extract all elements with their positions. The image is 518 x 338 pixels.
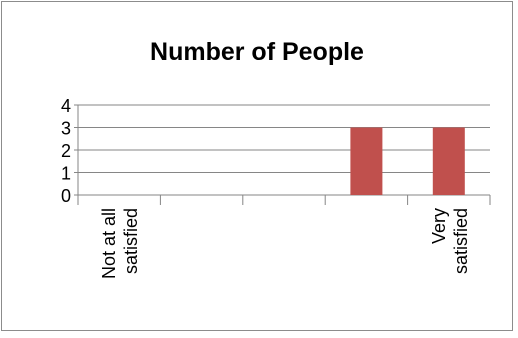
x-category-label: Not at all bbox=[99, 208, 119, 279]
bar-4 bbox=[432, 127, 465, 195]
y-tick-label: 4 bbox=[61, 96, 71, 116]
y-tick-label: 0 bbox=[61, 186, 71, 206]
x-category-label: satisfied bbox=[451, 208, 471, 274]
y-tick-label: 2 bbox=[61, 141, 71, 161]
x-category-label: Very bbox=[429, 208, 449, 244]
chart-frame: Number of People 0 1 2 3 4 Not at all satisfie… bbox=[1, 1, 513, 331]
y-tick-label: 3 bbox=[61, 119, 71, 139]
bar-3 bbox=[350, 127, 383, 195]
y-tick-label: 1 bbox=[61, 164, 71, 184]
chart-title: Number of People bbox=[150, 38, 364, 66]
x-category-label: satisfied bbox=[121, 208, 141, 274]
